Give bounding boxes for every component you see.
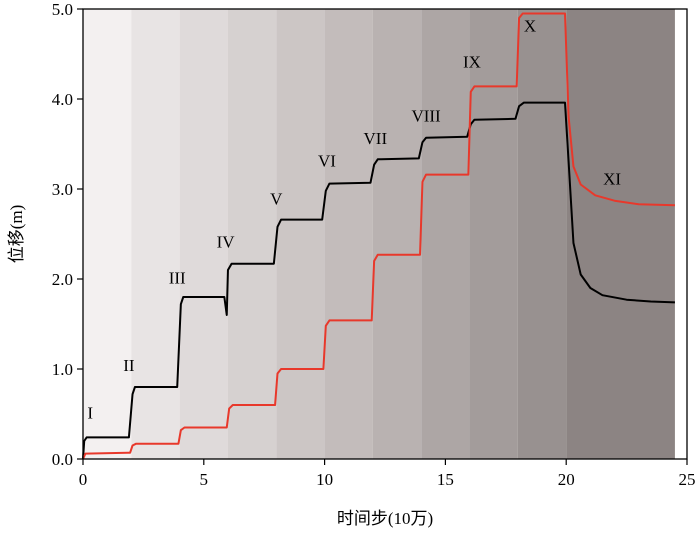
background-band (421, 9, 470, 459)
stage-label: X (524, 17, 536, 36)
x-tick-label: 25 (679, 470, 696, 489)
stage-label: XI (603, 170, 621, 189)
stage-label: IV (217, 233, 236, 252)
x-tick-label: 0 (79, 470, 88, 489)
background-band (324, 9, 373, 459)
y-tick-label: 2.0 (52, 270, 73, 289)
y-axis: 0.0 1.0 2.0 3.0 4.0 5.0 (52, 0, 83, 469)
x-tick-label: 5 (200, 470, 209, 489)
y-tick-label: 4.0 (52, 90, 73, 109)
background-band (372, 9, 422, 459)
stage-label: VI (318, 152, 336, 171)
stage-label: I (87, 404, 93, 423)
x-tick-label: 15 (437, 470, 454, 489)
background-band (227, 9, 277, 459)
background-band (469, 9, 518, 459)
stage-label: II (123, 356, 135, 375)
stage-label: V (270, 189, 283, 208)
stage-label: IX (463, 53, 481, 72)
y-axis-title: 位移(m) (7, 205, 26, 264)
background-band (517, 9, 567, 459)
y-tick-label: 1.0 (52, 360, 73, 379)
background-band (131, 9, 180, 459)
plot-frame (82, 8, 688, 460)
background-band (566, 9, 675, 459)
x-tick-label: 10 (316, 470, 333, 489)
background-band (83, 9, 132, 459)
x-axis: 0 5 10 15 20 25 (79, 459, 696, 489)
y-tick-label: 0.0 (52, 450, 73, 469)
stage-label: VII (364, 129, 388, 148)
y-tick-label: 3.0 (52, 180, 73, 199)
background-band (179, 9, 228, 459)
stage-label: VIII (411, 107, 441, 126)
background-bands (83, 9, 675, 459)
background-band (276, 9, 325, 459)
series-layer (82, 12, 675, 460)
y-tick-label: 5.0 (52, 0, 73, 19)
series-line-red (82, 12, 675, 460)
series-line-black (82, 101, 675, 460)
stage-label: III (169, 269, 186, 288)
x-tick-label: 20 (558, 470, 575, 489)
x-axis-title: 时间步(10万) (337, 509, 433, 528)
